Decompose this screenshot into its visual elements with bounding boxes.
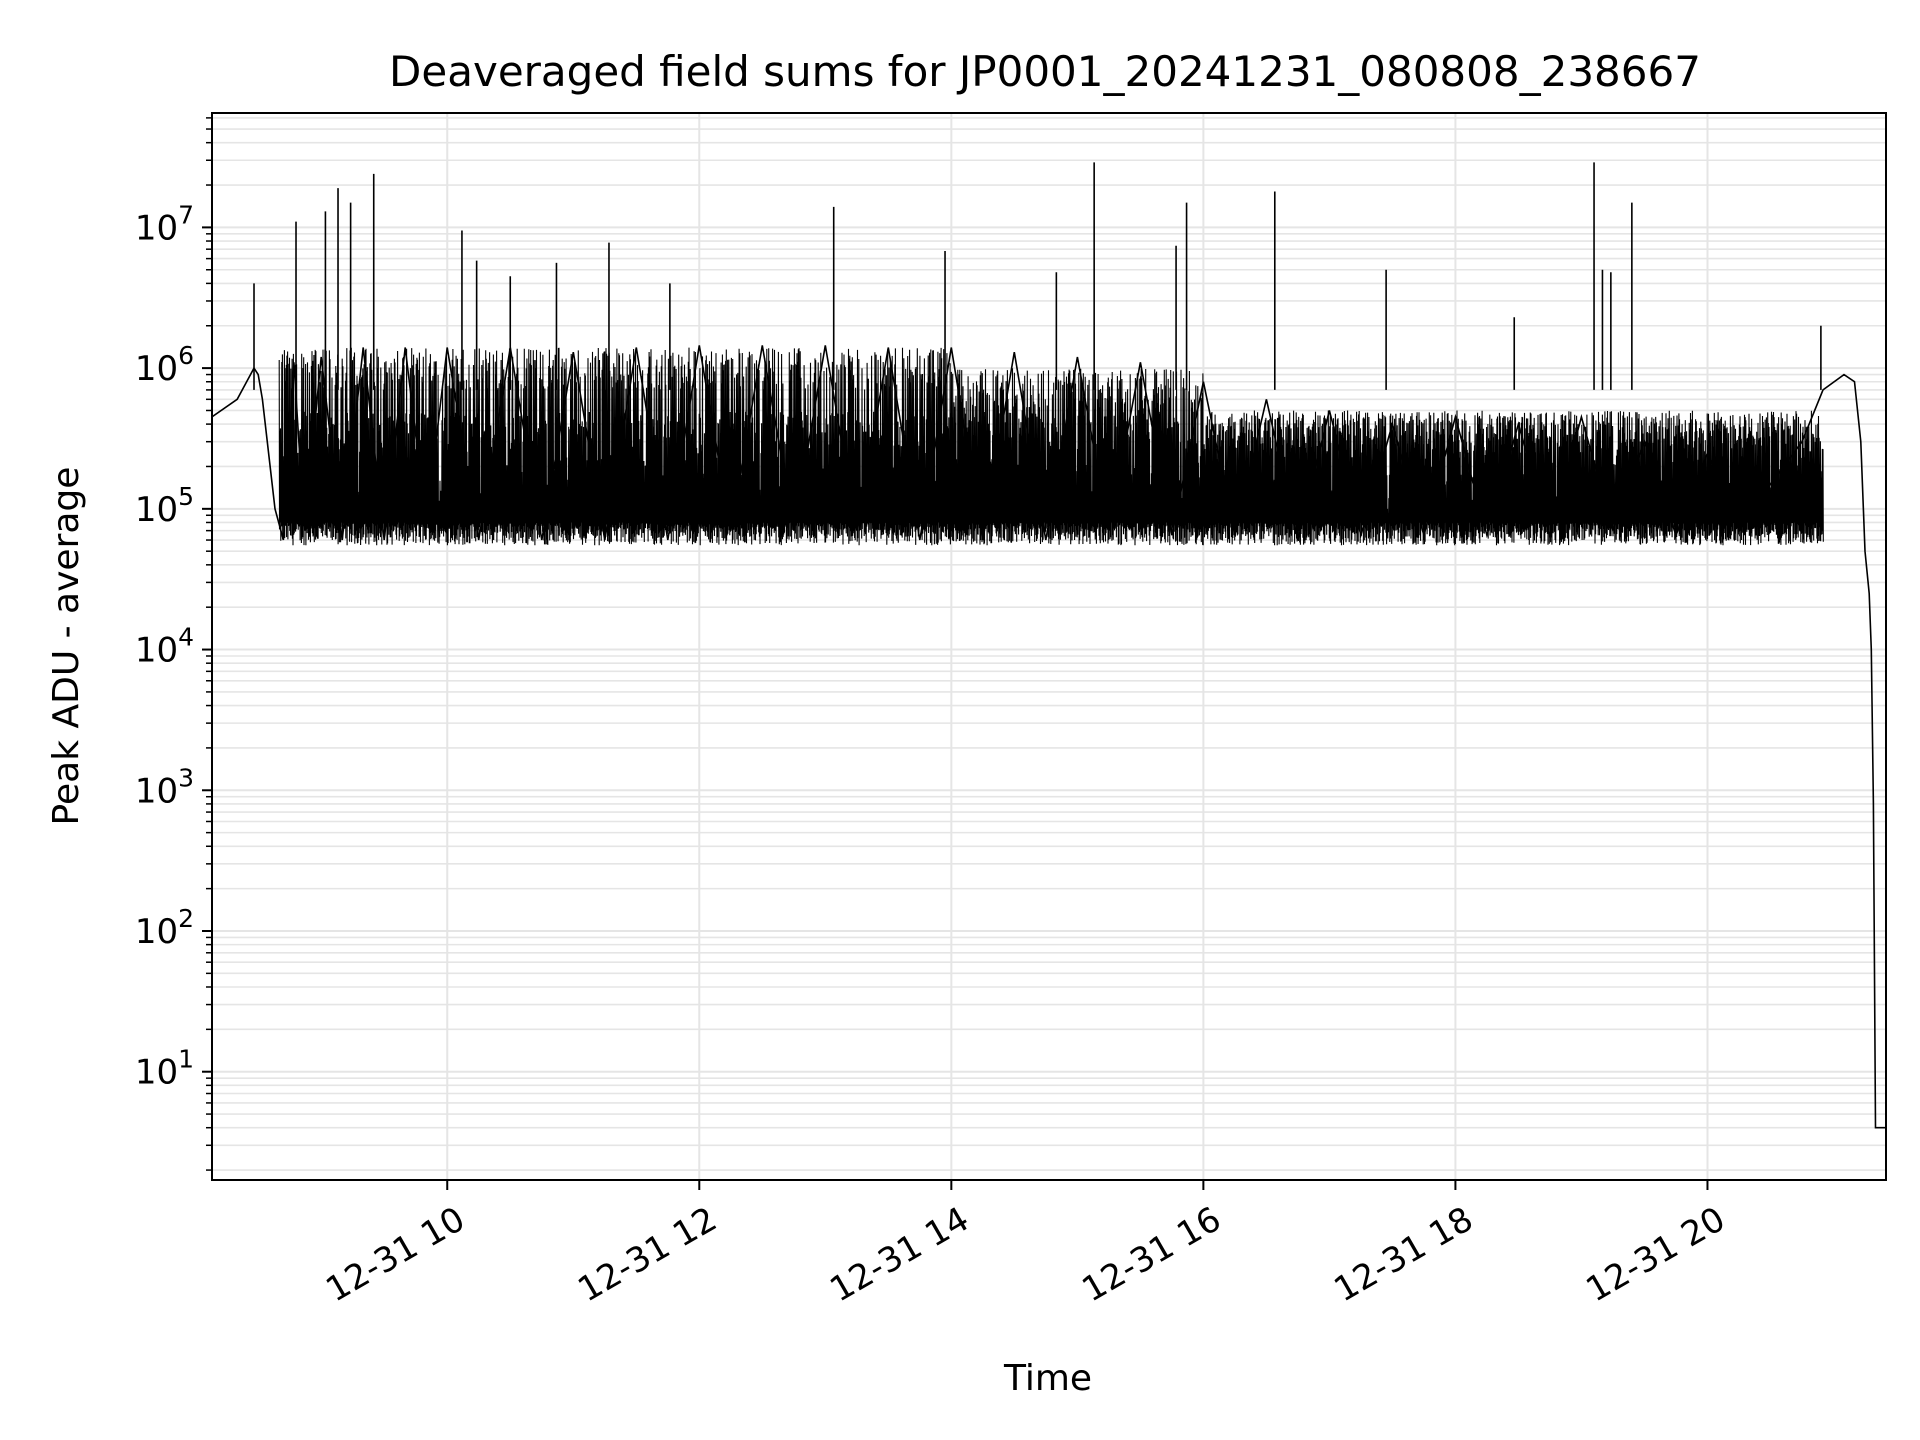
chart-title: Deaveraged field sums for JP0001_2024123… <box>389 47 1701 96</box>
y-tick-label: 105 <box>135 482 194 530</box>
noise-band <box>278 347 1824 546</box>
grid-lines <box>212 113 1886 1180</box>
y-tick-label: 101 <box>135 1045 194 1093</box>
x-axis-label: Time <box>1003 1358 1092 1399</box>
plot-frame <box>211 112 1887 1181</box>
plot-area <box>212 162 1886 1129</box>
noise-trace <box>278 347 1824 546</box>
y-tick-label: 103 <box>135 763 194 811</box>
spike-lines <box>253 162 1822 390</box>
y-tick-label: 106 <box>135 341 194 389</box>
y-axis-label: Peak ADU - average <box>46 467 87 826</box>
y-tick-label: 107 <box>135 200 194 248</box>
y-tick-label: 104 <box>135 623 194 671</box>
y-tick-label: 102 <box>135 904 194 952</box>
y-axis-ticks: 101 102 103 104 105 106 107 <box>135 117 212 1171</box>
